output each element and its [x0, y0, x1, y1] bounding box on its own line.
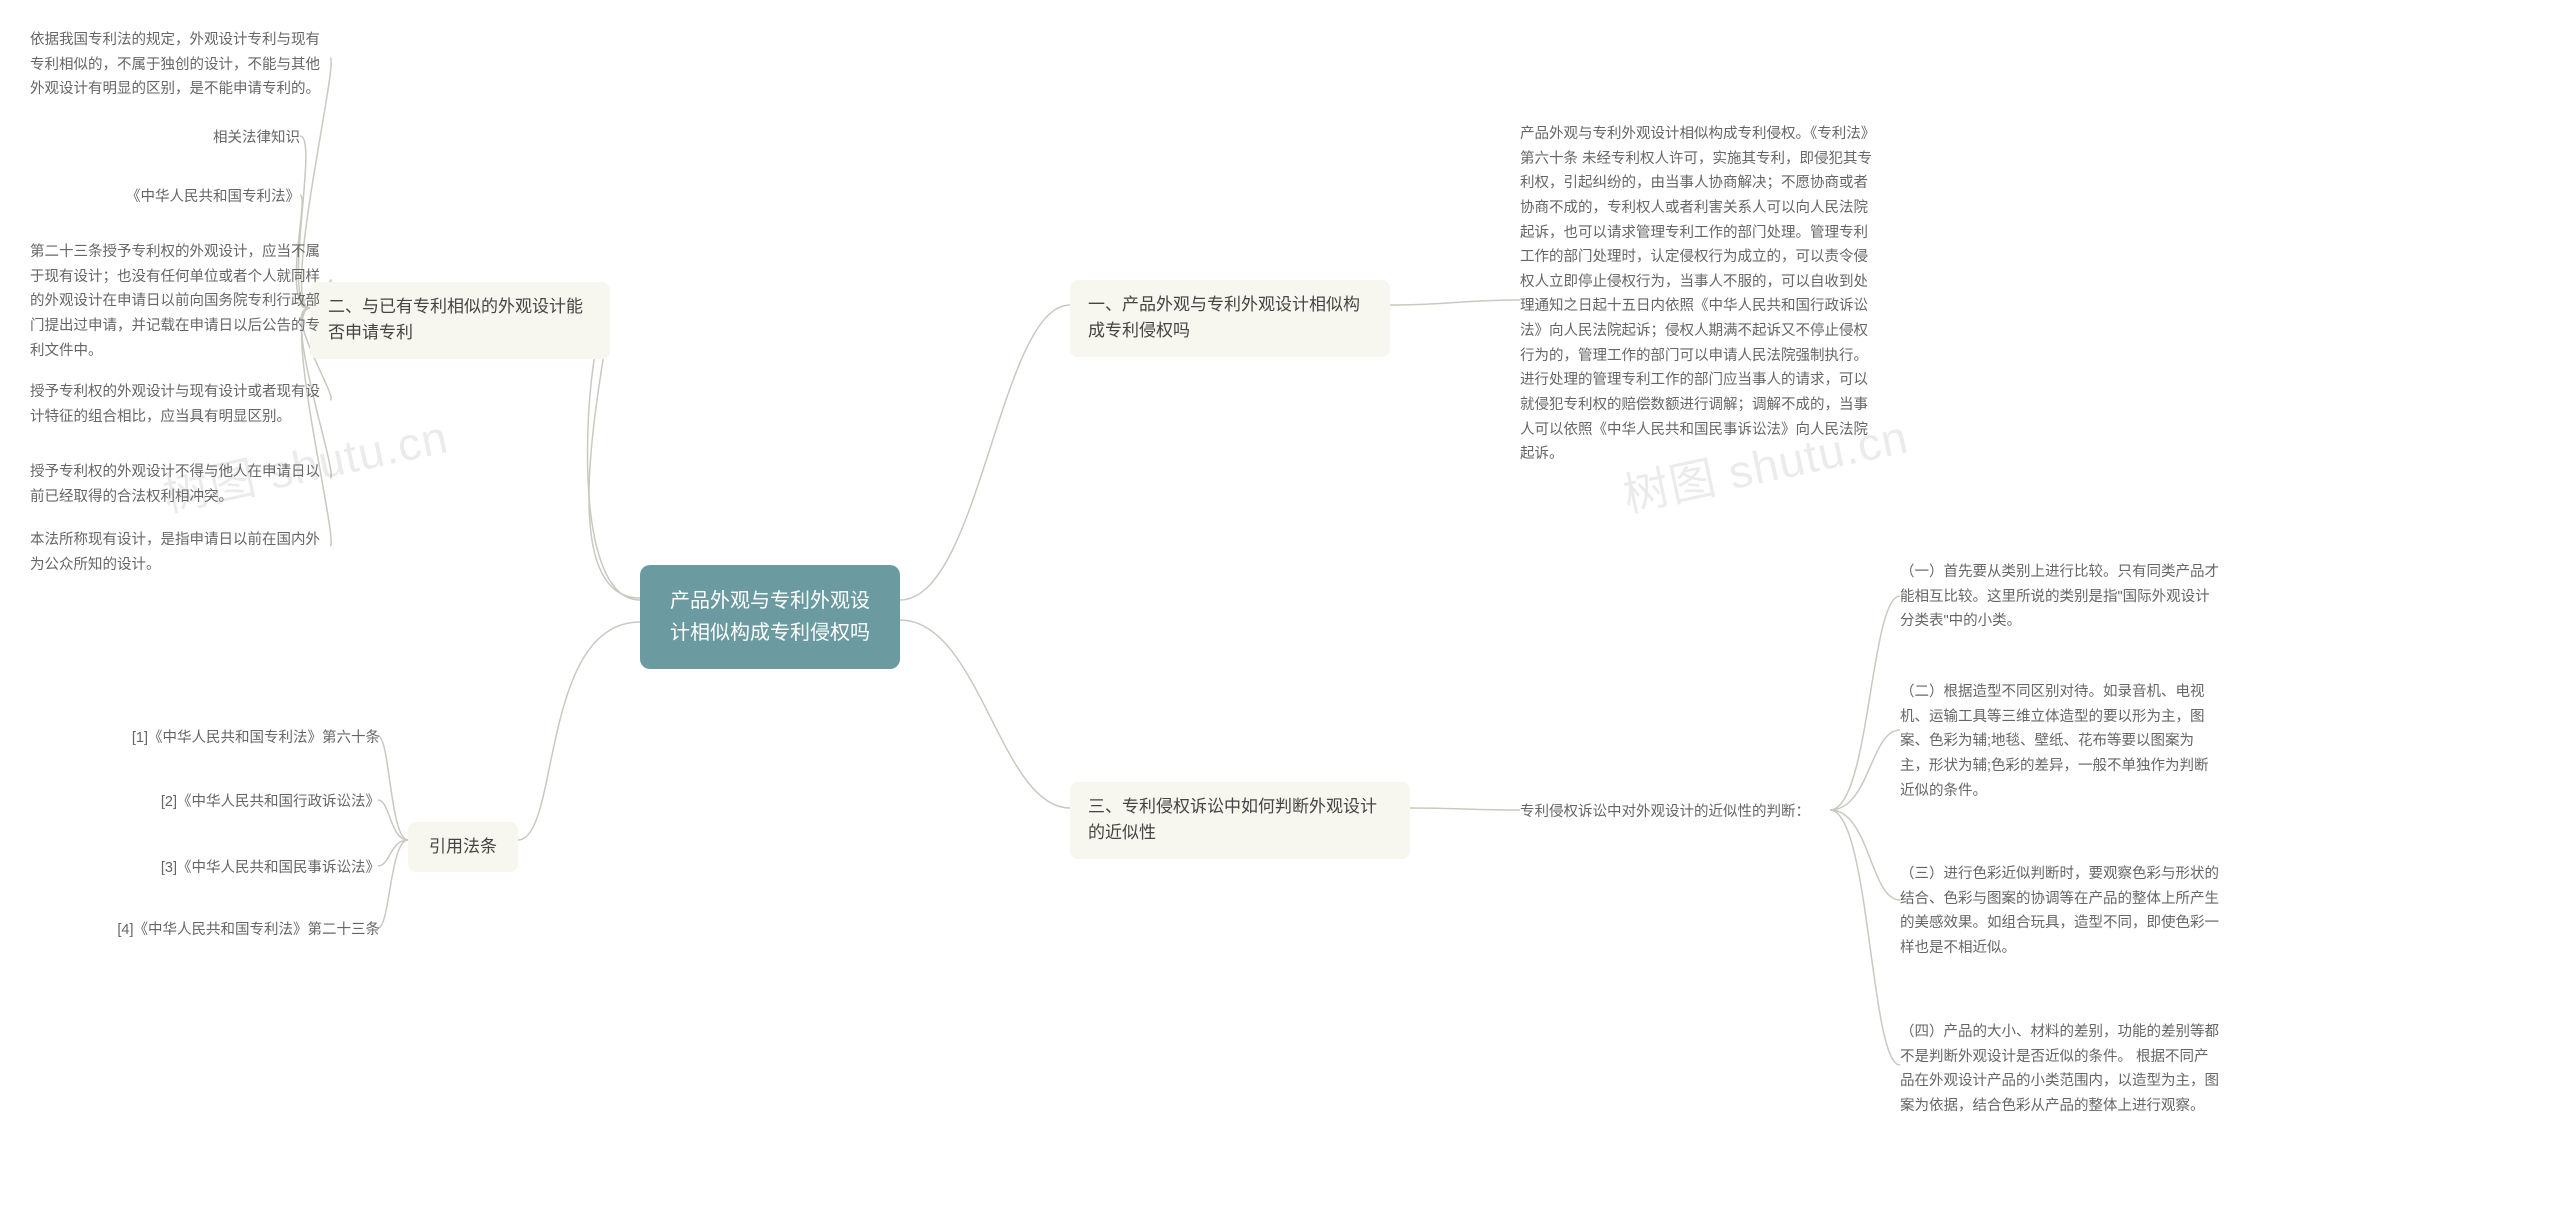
- leaf-node: 本法所称现有设计，是指申请日以前在国内外为公众所知的设计。: [30, 528, 330, 577]
- branch-references[interactable]: 引用法条: [408, 822, 518, 872]
- leaf-node: 第二十三条授予专利权的外观设计，应当不属于现有设计；也没有任何单位或者个人就同样…: [30, 240, 330, 363]
- branch-topic-1[interactable]: 一、产品外观与专利外观设计相似构成专利侵权吗: [1070, 280, 1390, 357]
- leaf-node: （一）首先要从类别上进行比较。只有同类产品才能相互比较。这里所说的类别是指"国际…: [1900, 560, 2220, 634]
- branch-topic-2[interactable]: 二、与已有专利相似的外观设计能否申请专利: [310, 282, 610, 359]
- mid-node: 专利侵权诉讼中对外观设计的近似性的判断：: [1520, 800, 1830, 825]
- mindmap-center[interactable]: 产品外观与专利外观设计相似构成专利侵权吗: [640, 565, 900, 669]
- leaf-node: [2]《中华人民共和国行政诉讼法》: [130, 790, 380, 815]
- leaf-node: 产品外观与专利外观设计相似构成专利侵权。《专利法》第六十条 未经专利权人许可，实…: [1520, 122, 1880, 467]
- leaf-node: [3]《中华人民共和国民事诉讼法》: [130, 856, 380, 881]
- branch-topic-3[interactable]: 三、专利侵权诉讼中如何判断外观设计的近似性: [1070, 782, 1410, 859]
- leaf-node: （二）根据造型不同区别对待。如录音机、电视机、运输工具等三维立体造型的要以形为主…: [1900, 680, 2220, 803]
- leaf-node: （三）进行色彩近似判断时，要观察色彩与形状的结合、色彩与图案的协调等在产品的整体…: [1900, 862, 2220, 961]
- leaf-node: [4]《中华人民共和国专利法》第二十三条: [80, 918, 380, 943]
- leaf-node: （四）产品的大小、材料的差别，功能的差别等都不是判断外观设计是否近似的条件。 根…: [1900, 1020, 2220, 1119]
- leaf-node: 授予专利权的外观设计不得与他人在申请日以前已经取得的合法权利相冲突。: [30, 460, 330, 509]
- leaf-node: [1]《中华人民共和国专利法》第六十条: [100, 726, 380, 751]
- leaf-node: 授予专利权的外观设计与现有设计或者现有设计特征的组合相比，应当具有明显区别。: [30, 380, 330, 429]
- leaf-node: 依据我国专利法的规定，外观设计专利与现有专利相似的，不属于独创的设计，不能与其他…: [30, 28, 330, 102]
- leaf-node: 《中华人民共和国专利法》: [100, 185, 300, 210]
- leaf-node: 相关法律知识: [180, 126, 300, 151]
